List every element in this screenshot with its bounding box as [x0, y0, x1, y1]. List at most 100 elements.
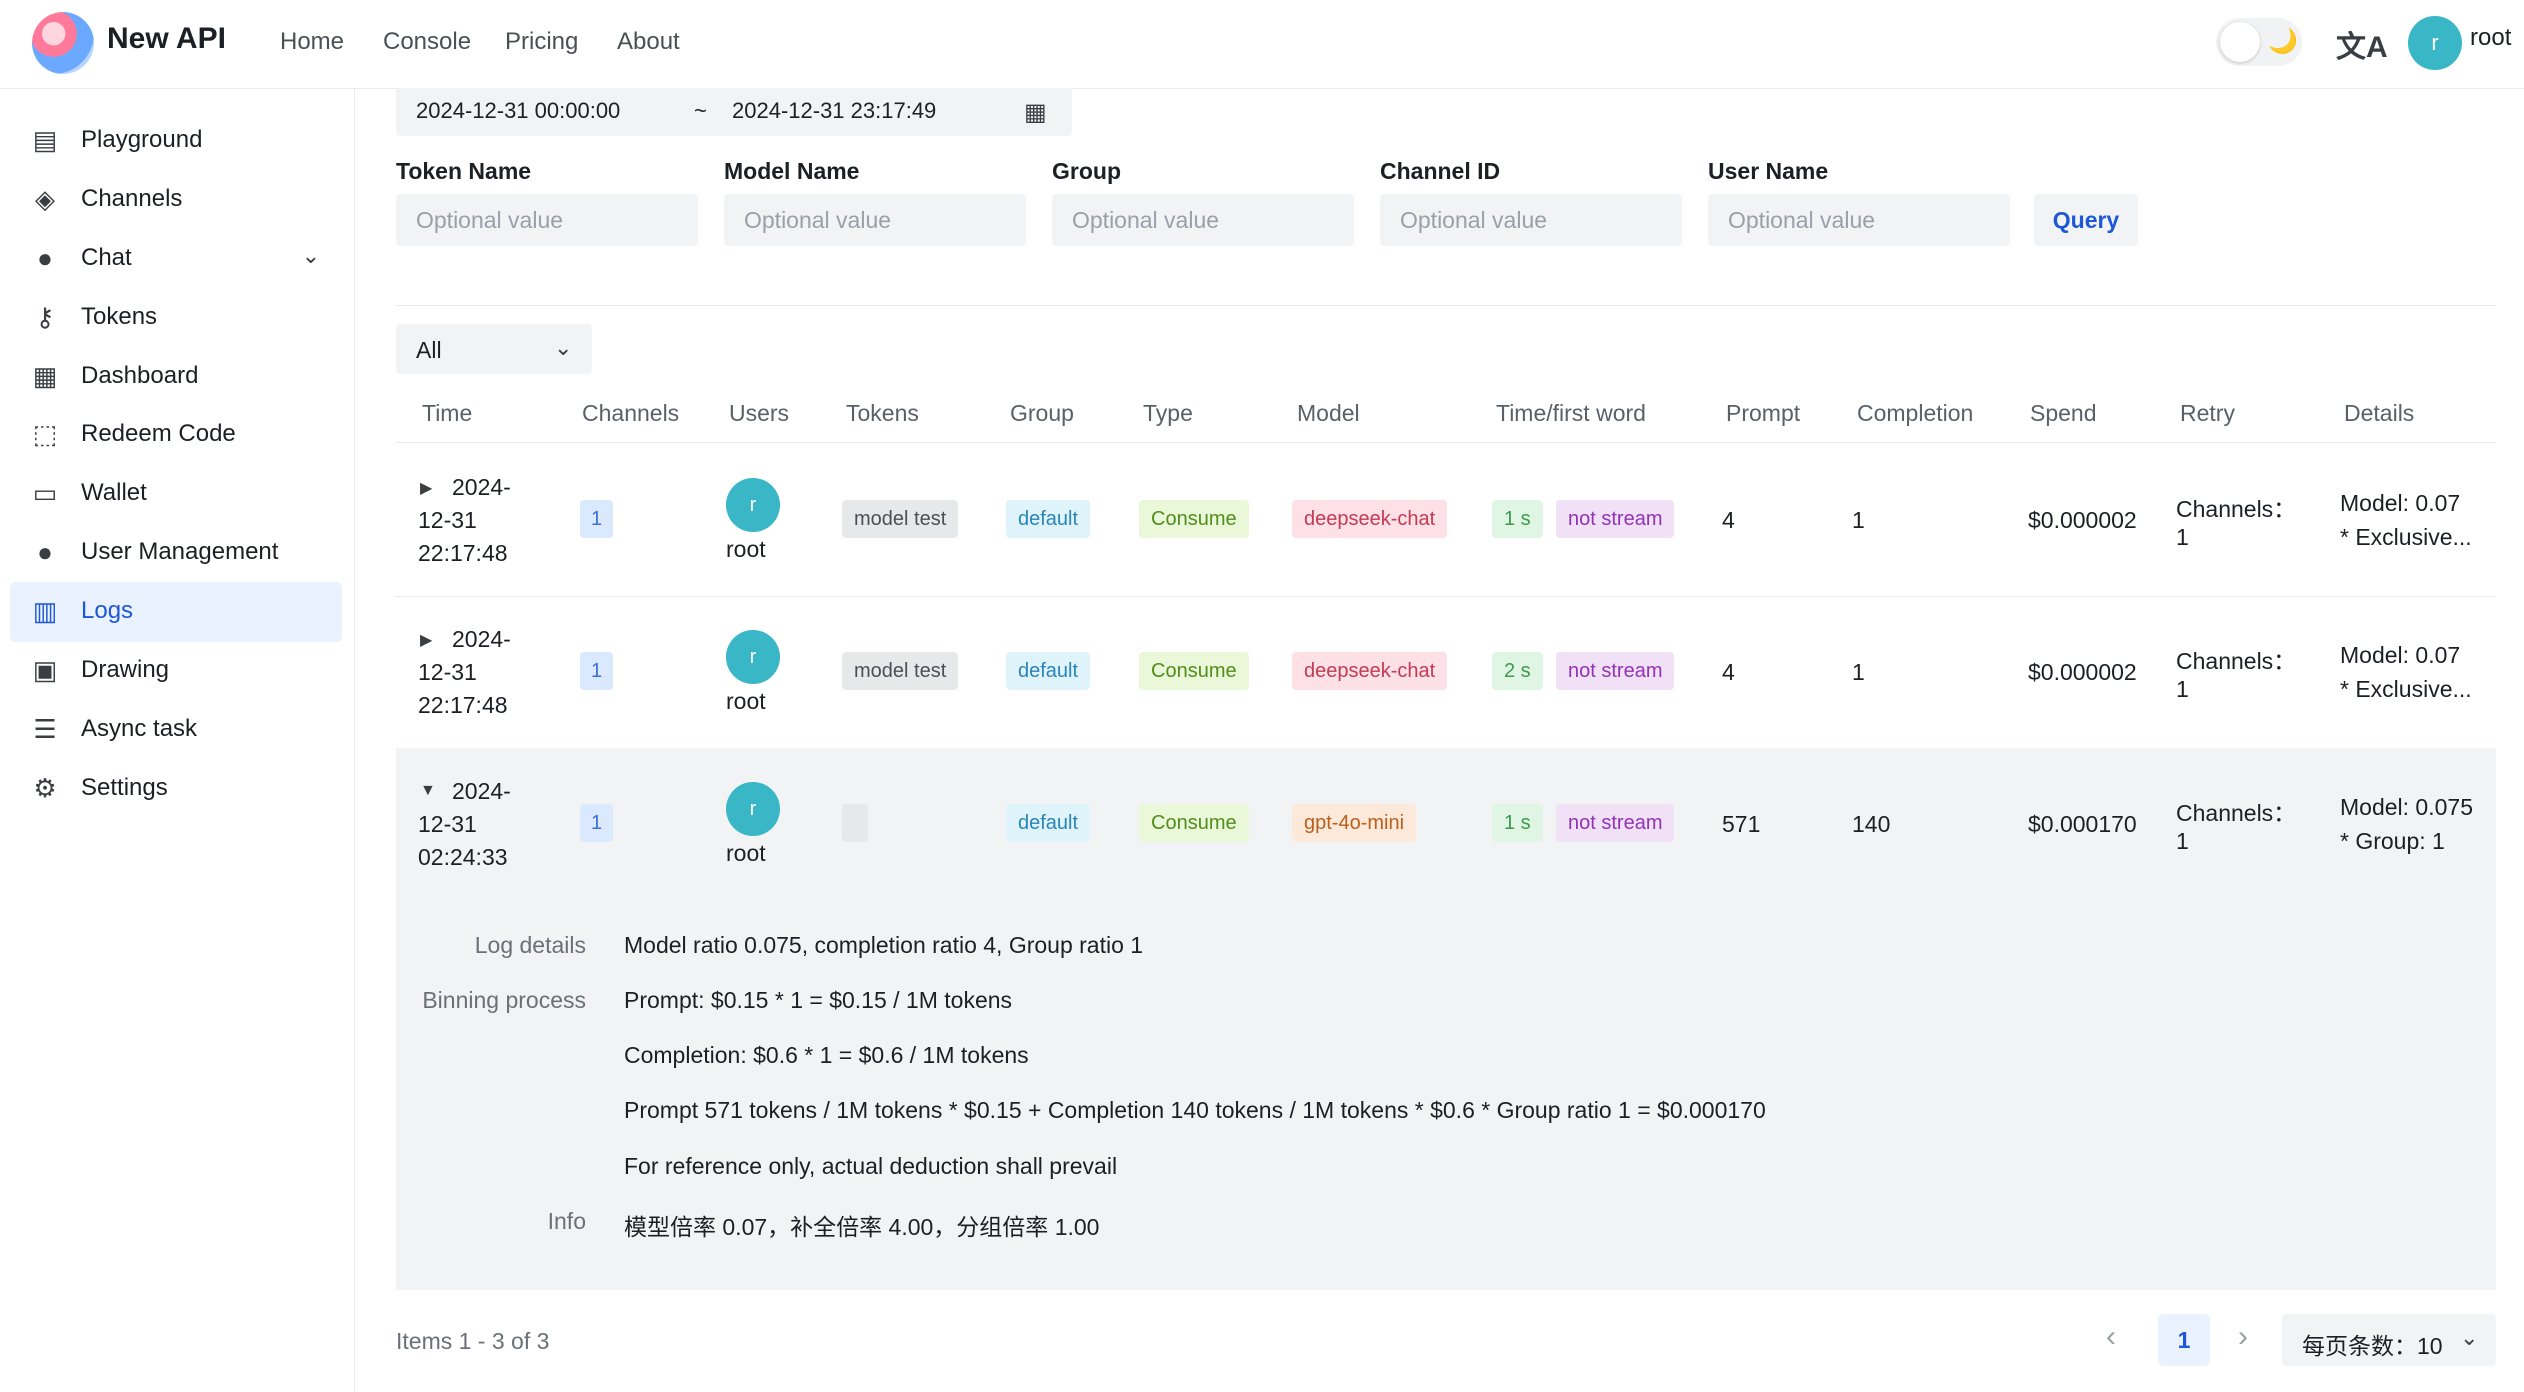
billing-line: Prompt: $0.15 * 1 = $0.15 / 1M tokens [624, 987, 1013, 1013]
user-avatar[interactable]: r [2408, 16, 2462, 70]
user-name: root [726, 840, 766, 866]
sidebar-item-wallet[interactable]: ▭ Wallet [10, 464, 342, 524]
spend-value: $0.000170 [2028, 811, 2137, 837]
sidebar-item-playground[interactable]: ▤ Playground [10, 111, 342, 171]
sidebar-item-drawing[interactable]: ▣ Drawing [10, 641, 342, 701]
model-tag: gpt-4o-mini [1292, 804, 1417, 842]
theme-toggle[interactable]: 🌙 [2216, 18, 2302, 66]
retry-value: 1 [2176, 524, 2189, 550]
user-name-input[interactable]: Optional value [1708, 194, 2010, 246]
model-name-input[interactable]: Optional value [724, 194, 1026, 246]
nav-pricing[interactable]: Pricing [505, 28, 579, 55]
translate-icon[interactable]: 文A [2336, 31, 2388, 64]
user-name: root [726, 536, 766, 562]
image-icon: ▣ [32, 655, 58, 685]
expand-caret-icon[interactable]: ▼ [420, 782, 436, 799]
sidebar-item-label: User Management [81, 538, 279, 565]
sidebar-item-label: Settings [81, 774, 168, 801]
sidebar-item-tokens[interactable]: ⚷ Tokens [10, 288, 342, 348]
filter-divider [396, 305, 2496, 306]
chat-square-icon: ▤ [32, 125, 58, 155]
column-header: Model [1297, 400, 1360, 426]
log-type-select[interactable]: All ⌄ [396, 324, 592, 374]
date-end[interactable]: 2024-12-31 23:17:49 [732, 98, 937, 123]
table-row[interactable]: ▶ 2024- 12-31 22:17:48 1 r root model test defau… [396, 596, 2496, 749]
nav-home[interactable]: Home [280, 28, 345, 55]
completion-tokens: 1 [1852, 507, 1865, 533]
task-list-icon: ☰ [33, 714, 57, 744]
user-name: root [726, 688, 766, 714]
sidebar-item-user-management[interactable]: ● User Management [10, 523, 342, 583]
user-avatar: r [726, 782, 780, 836]
sidebar-item-label: Logs [81, 597, 134, 624]
expand-caret-icon[interactable]: ▶ [420, 480, 433, 497]
gear-icon: ⚙ [33, 773, 57, 803]
retry-label: Channels： [2176, 800, 2297, 826]
sidebar-item-dashboard[interactable]: ▦ Dashboard [10, 347, 342, 407]
expand-caret-icon[interactable]: ▶ [420, 632, 433, 649]
chat-bubble-icon: ● [37, 243, 53, 273]
type-tag: Consume [1139, 500, 1249, 538]
group-input[interactable]: Optional value [1052, 194, 1354, 246]
table-row[interactable]: ▼ 2024- 12-31 02:24:33 1 r root default Consume g… [396, 748, 2496, 901]
calendar-icon[interactable]: ▦ [1024, 99, 1047, 126]
billing-line: For reference only, actual deduction sha… [624, 1153, 1118, 1179]
token-tag [842, 804, 868, 842]
token-name-input[interactable]: Optional value [396, 194, 698, 246]
column-header: Spend [2030, 400, 2097, 426]
top-header: New API Home Console Pricing About 🌙 文A … [0, 0, 2524, 89]
nav-console[interactable]: Console [383, 28, 472, 55]
date-start[interactable]: 2024-12-31 00:00:00 [416, 98, 621, 123]
column-header: Users [729, 400, 790, 426]
username[interactable]: root [2470, 24, 2512, 51]
sidebar-item-label: Redeem Code [81, 420, 236, 447]
chevron-down-icon: ⌄ [2460, 1325, 2479, 1350]
next-page-icon[interactable]: › [2238, 1320, 2248, 1353]
sidebar-item-logs[interactable]: ▥ Logs [10, 582, 342, 642]
billing-line: Prompt 571 tokens / 1M tokens * $0.15 + … [624, 1097, 1766, 1123]
details-line: * Group: 1 [2340, 828, 2445, 854]
items-count: Items 1 - 3 of 3 [396, 1328, 550, 1354]
sidebar-item-channels[interactable]: ◈ Channels [10, 170, 342, 230]
retry-label: Channels： [2176, 648, 2297, 674]
sidebar-item-label: Async task [81, 715, 198, 742]
user-icon: ● [37, 537, 53, 567]
channel-tag: 1 [580, 804, 614, 842]
sidebar-item-settings[interactable]: ⚙ Settings [10, 759, 342, 819]
channel-id-input[interactable]: Optional value [1380, 194, 1682, 246]
date-range-picker[interactable]: 2024-12-31 00:00:00 ~ 2024-12-31 23:17:4… [396, 88, 1072, 136]
gift-icon: ⬚ [32, 419, 58, 449]
app-name[interactable]: New API [107, 22, 226, 55]
page-size-select[interactable]: 每页条数：10 ⌄ [2282, 1314, 2496, 1366]
log-details-value: Model ratio 0.075, completion ratio 4, G… [624, 932, 1144, 958]
table-row[interactable]: ▶ 2024- 12-31 22:17:48 1 r root model test defau… [396, 444, 2496, 597]
group-tag: default [1006, 500, 1091, 538]
sidebar-item-label: Chat [81, 244, 132, 271]
chevron-down-icon[interactable]: ⌄ [301, 243, 320, 268]
sidebar-item-chat[interactable]: ● Chat ⌄ [10, 229, 342, 289]
query-button[interactable]: Query [2034, 194, 2138, 246]
token-name-label: Token Name [396, 158, 532, 184]
details-line: Model: 0.07 [2340, 642, 2461, 668]
bar-chart-icon: ▥ [32, 596, 58, 626]
sidebar-item-redeem-code[interactable]: ⬚ Redeem Code [10, 405, 342, 465]
sidebar-item-async-task[interactable]: ☰ Async task [10, 700, 342, 760]
type-tag: Consume [1139, 652, 1249, 690]
column-header: Details [2344, 400, 2415, 426]
time-line: 12-31 [418, 811, 477, 837]
column-header: Group [1010, 400, 1074, 426]
prev-page-icon[interactable]: ‹ [2106, 1320, 2116, 1353]
column-header: Type [1143, 400, 1193, 426]
log-details-label: Log details [474, 932, 586, 958]
column-header: Tokens [846, 400, 919, 426]
column-header: Channels [582, 400, 680, 426]
duration-tag: 1 s [1492, 500, 1543, 538]
app-logo[interactable] [32, 12, 94, 74]
user-avatar: r [726, 630, 780, 684]
page-1-button[interactable]: 1 [2158, 1314, 2210, 1366]
channel-tag: 1 [580, 500, 614, 538]
column-header: Time [422, 400, 473, 426]
nav-about[interactable]: About [617, 28, 680, 55]
channel-id-label: Channel ID [1380, 158, 1501, 184]
duration-tag: 1 s [1492, 804, 1543, 842]
